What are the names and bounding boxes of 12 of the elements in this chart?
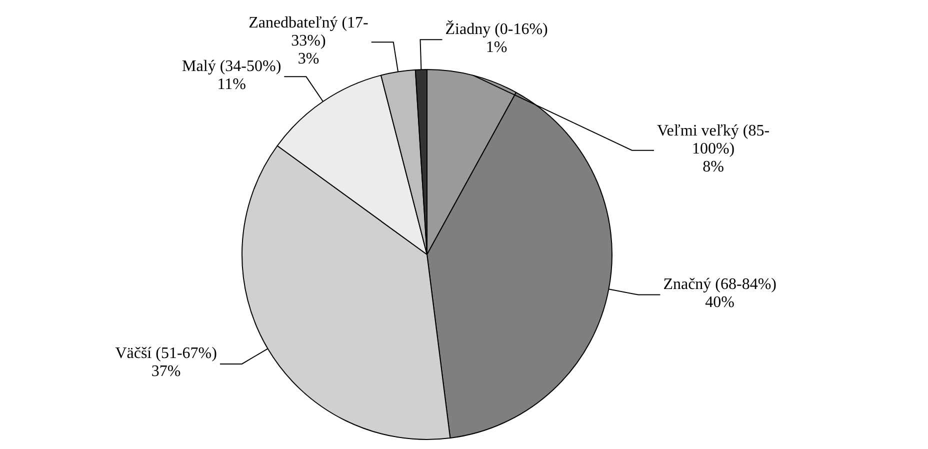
slice-label: Žiadny (0-16%) [445,20,548,38]
slice-label: Zanedbateľný (17-33%) [248,14,368,50]
slice-label: Značný (68-84%) [663,276,776,293]
data-label: 11% [217,76,246,93]
data-label: 37% [151,363,181,380]
slice-label: Väčší (51-67%) [115,345,217,362]
data-label: 3% [298,50,320,68]
slice-label: Veľmi veľký (85-100%) [657,122,770,158]
data-label: 1% [486,38,508,56]
data-label: 40% [705,294,734,311]
data-label: 8% [702,158,724,176]
slice-label: Malý (34-50%) [182,58,282,75]
